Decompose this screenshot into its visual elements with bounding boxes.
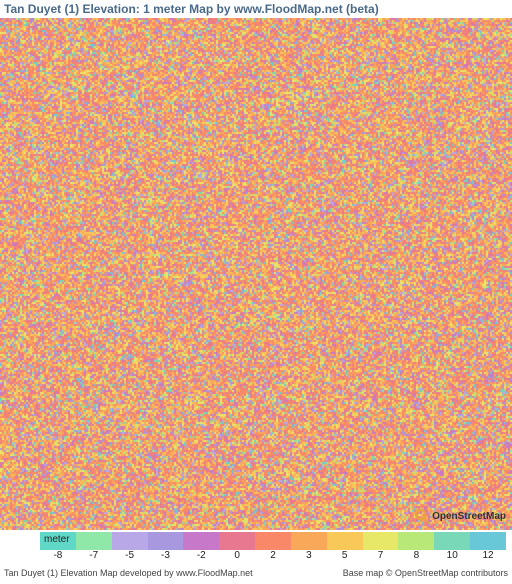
legend-tick: 5 bbox=[342, 550, 348, 561]
map-canvas bbox=[0, 18, 512, 530]
footer: Tan Duyet (1) Elevation Map developed by… bbox=[0, 568, 512, 582]
legend-tick: -3 bbox=[161, 550, 170, 561]
legend-swatch bbox=[470, 532, 506, 550]
legend-swatch bbox=[183, 532, 219, 550]
legend-swatch bbox=[363, 532, 399, 550]
legend-tick: -2 bbox=[197, 550, 206, 561]
legend-tick: 10 bbox=[447, 550, 458, 561]
legend-swatch bbox=[112, 532, 148, 550]
page-title: Tan Duyet (1) Elevation: 1 meter Map by … bbox=[0, 0, 512, 18]
legend-tick: 2 bbox=[270, 550, 276, 561]
legend-tick: 7 bbox=[378, 550, 384, 561]
legend-tick: -7 bbox=[89, 550, 98, 561]
osm-attribution[interactable]: OpenStreetMap bbox=[414, 508, 506, 524]
legend-swatch bbox=[327, 532, 363, 550]
legend-unit-label: meter bbox=[44, 534, 70, 545]
legend-swatch bbox=[255, 532, 291, 550]
legend-tick: 12 bbox=[483, 550, 494, 561]
legend-tick: 8 bbox=[414, 550, 420, 561]
legend-swatch bbox=[219, 532, 255, 550]
legend-swatch bbox=[148, 532, 184, 550]
search-icon bbox=[414, 508, 430, 524]
legend-swatch bbox=[434, 532, 470, 550]
footer-left: Tan Duyet (1) Elevation Map developed by… bbox=[4, 568, 253, 582]
legend-tick: 3 bbox=[306, 550, 312, 561]
legend-swatch bbox=[76, 532, 112, 550]
legend-tick: -5 bbox=[125, 550, 134, 561]
legend-tick: 0 bbox=[234, 550, 240, 561]
legend-ticks: meter -8-7-5-3-20235781012 bbox=[40, 550, 506, 564]
legend-swatches bbox=[40, 532, 506, 550]
legend-swatch bbox=[291, 532, 327, 550]
elevation-map[interactable]: OpenStreetMap bbox=[0, 18, 512, 530]
footer-right: Base map © OpenStreetMap contributors bbox=[343, 568, 508, 582]
osm-label: OpenStreetMap bbox=[432, 511, 506, 522]
legend-swatch bbox=[398, 532, 434, 550]
legend-tick: -8 bbox=[53, 550, 62, 561]
